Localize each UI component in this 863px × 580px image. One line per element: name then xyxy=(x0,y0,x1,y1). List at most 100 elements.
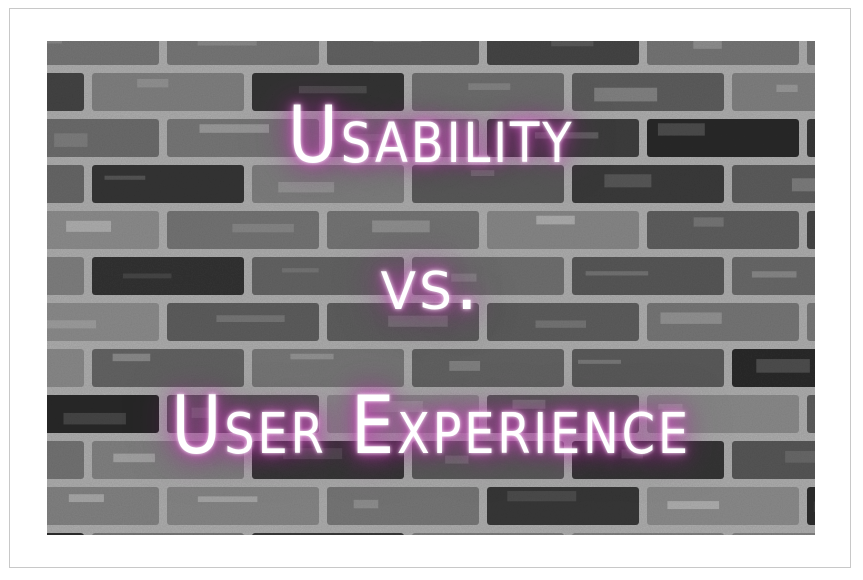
brick xyxy=(92,441,244,479)
brick xyxy=(92,73,244,111)
brick xyxy=(572,257,724,295)
brick-texture xyxy=(137,78,169,88)
brick xyxy=(572,441,724,479)
brick xyxy=(47,349,84,387)
brick xyxy=(47,303,159,341)
brick xyxy=(572,533,724,535)
brick-texture xyxy=(298,86,367,94)
brick-texture xyxy=(507,491,577,502)
brick xyxy=(412,165,564,203)
brick-texture xyxy=(776,84,798,92)
brick-texture xyxy=(199,124,269,133)
brick-texture xyxy=(449,360,481,371)
brick-texture xyxy=(112,353,151,362)
brick xyxy=(732,441,815,479)
brick-texture xyxy=(512,399,546,409)
brick-texture xyxy=(451,273,477,282)
brick xyxy=(647,395,799,433)
brick-texture xyxy=(604,174,652,188)
brick xyxy=(92,165,244,203)
brick-texture xyxy=(536,215,575,225)
brick-texture xyxy=(534,132,599,139)
brick xyxy=(412,441,564,479)
brick-texture xyxy=(197,41,257,46)
brick-texture xyxy=(373,41,422,43)
brick-texture xyxy=(340,134,406,141)
brick xyxy=(732,165,815,203)
brick xyxy=(167,41,319,65)
brick-texture xyxy=(658,403,683,410)
brick xyxy=(327,41,479,65)
brick xyxy=(647,211,799,249)
brick-texture xyxy=(63,412,126,425)
brick xyxy=(647,487,799,525)
brick xyxy=(487,211,639,249)
brick-texture xyxy=(468,83,511,90)
brick xyxy=(47,487,159,525)
brick xyxy=(807,395,815,433)
brick-texture xyxy=(47,320,97,329)
brick-texture xyxy=(191,407,215,418)
brick xyxy=(807,211,815,249)
title-usability: Usability xyxy=(287,91,575,181)
brick-texture xyxy=(123,273,172,279)
brick xyxy=(572,349,724,387)
brick-texture xyxy=(660,312,722,324)
brick-texture xyxy=(578,359,621,364)
brick-wall-photo: Usability vs. User Experience xyxy=(47,41,815,535)
brick-texture xyxy=(388,315,448,327)
brick-texture xyxy=(751,271,797,278)
brick-wall-background xyxy=(47,41,815,535)
brick xyxy=(47,533,84,535)
brick-texture xyxy=(68,494,104,503)
brick-texture xyxy=(445,455,469,464)
brick xyxy=(732,533,815,535)
brick-texture xyxy=(693,41,722,49)
brick xyxy=(167,395,319,433)
brick-texture xyxy=(47,41,63,44)
brick xyxy=(47,165,84,203)
brick xyxy=(412,349,564,387)
brick xyxy=(487,41,639,65)
brick-texture xyxy=(585,271,649,276)
brick xyxy=(252,533,404,535)
brick xyxy=(47,119,159,157)
brick xyxy=(47,41,159,65)
brick-texture xyxy=(756,359,810,373)
brick-texture xyxy=(368,401,423,413)
brick xyxy=(647,41,799,65)
brick-texture xyxy=(813,501,815,512)
brick xyxy=(327,487,479,525)
brick-texture xyxy=(785,451,815,463)
brick-texture xyxy=(551,41,594,47)
title-vs: vs. xyxy=(380,241,482,327)
brick xyxy=(47,441,84,479)
brick xyxy=(807,487,815,525)
brick-texture xyxy=(693,217,724,227)
brick xyxy=(252,349,404,387)
brick-texture xyxy=(470,170,495,177)
brick xyxy=(807,41,815,65)
brick-texture xyxy=(197,496,258,503)
brick-texture xyxy=(535,320,586,328)
brick xyxy=(167,487,319,525)
brick xyxy=(167,303,319,341)
brick xyxy=(807,303,815,341)
title-user-experience: User Experience xyxy=(171,379,691,472)
brick-texture xyxy=(657,123,705,136)
brick-texture xyxy=(621,449,643,459)
brick xyxy=(47,73,84,111)
brick-texture xyxy=(278,182,335,193)
brick xyxy=(47,257,84,295)
brick xyxy=(412,257,564,295)
brick-texture xyxy=(290,353,334,360)
brick xyxy=(412,73,564,111)
brick-texture xyxy=(232,223,294,233)
brick-texture xyxy=(667,501,720,510)
brick xyxy=(412,533,564,535)
brick-texture xyxy=(54,133,88,147)
brick-texture xyxy=(66,220,112,232)
brick-texture xyxy=(372,220,430,233)
brick-texture xyxy=(104,175,146,180)
brick-texture xyxy=(353,499,379,509)
